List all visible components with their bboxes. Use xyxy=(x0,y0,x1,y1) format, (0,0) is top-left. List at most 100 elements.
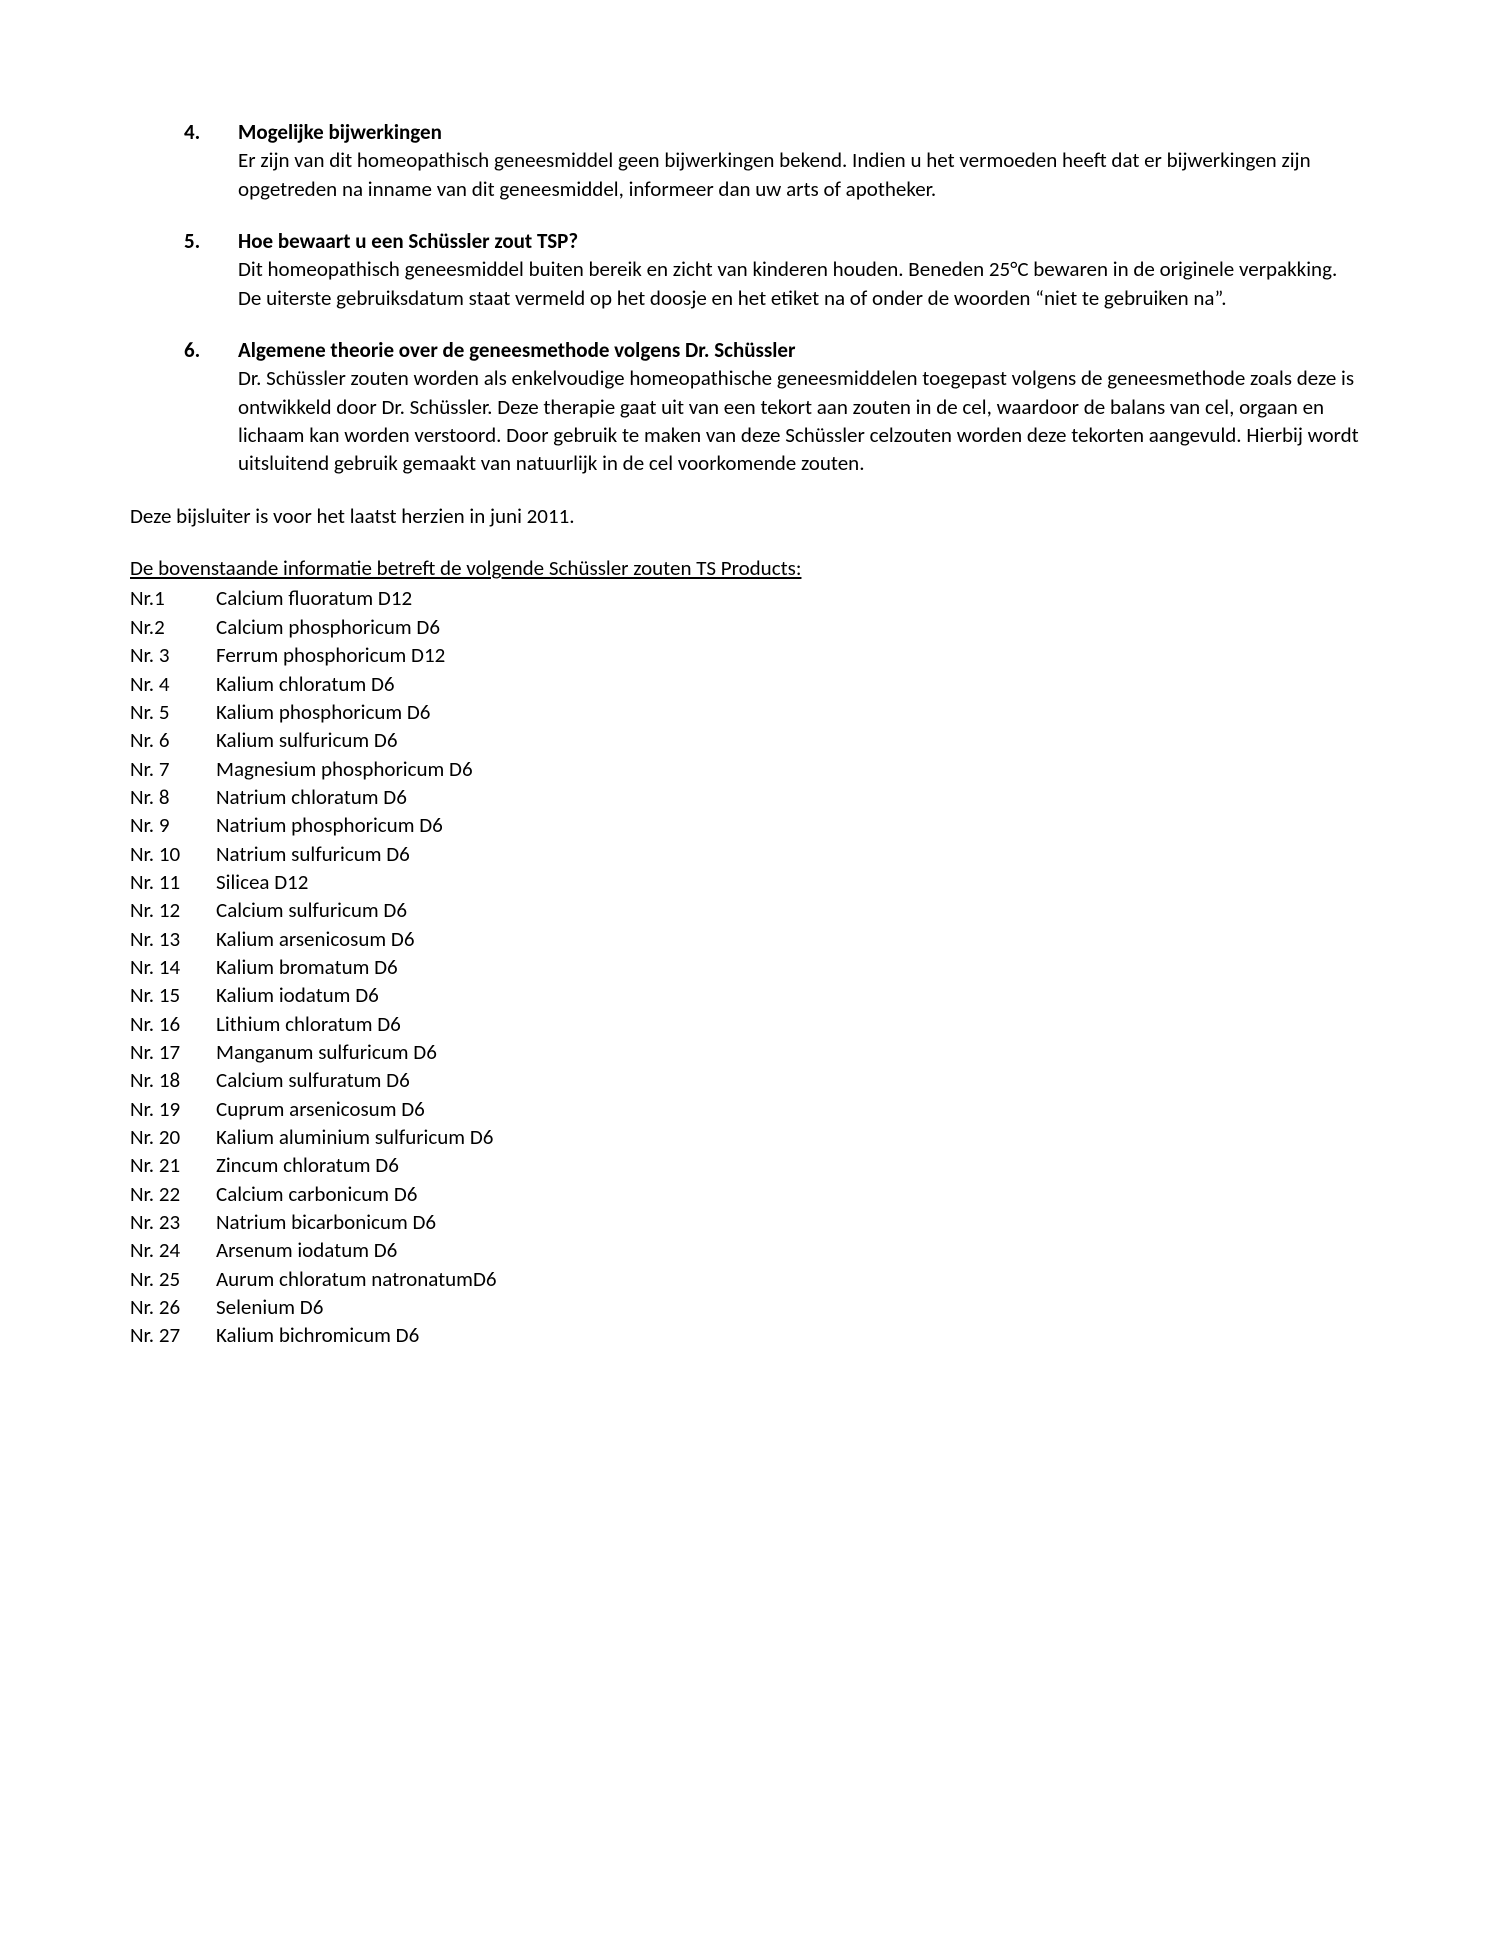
product-row: Nr. 8Natrium chloratum D6 xyxy=(130,783,1364,811)
product-number: Nr. 11 xyxy=(130,868,216,896)
product-name: Natrium chloratum D6 xyxy=(216,783,1364,811)
product-name: Calcium carbonicum D6 xyxy=(216,1180,1364,1208)
section-5-number: 5. xyxy=(184,227,238,255)
product-row: Nr. 20Kalium aluminium sulfuricum D6 xyxy=(130,1123,1364,1151)
product-name: Kalium chloratum D6 xyxy=(216,670,1364,698)
products-intro: De bovenstaande informatie betreft de vo… xyxy=(130,554,1364,582)
section-6-title: Algemene theorie over de geneesmethode v… xyxy=(238,337,795,363)
product-row: Nr. 25Aurum chloratum natronatumD6 xyxy=(130,1265,1364,1293)
section-6-number: 6. xyxy=(184,336,238,364)
product-name: Calcium fluoratum D12 xyxy=(216,584,1364,612)
product-name: Kalium phosphoricum D6 xyxy=(216,698,1364,726)
product-row: Nr. 7Magnesium phosphoricum D6 xyxy=(130,755,1364,783)
product-row: Nr. 24Arsenum iodatum D6 xyxy=(130,1236,1364,1264)
product-name: Arsenum iodatum D6 xyxy=(216,1236,1364,1264)
section-4-body: Er zijn van dit homeopathisch geneesmidd… xyxy=(238,146,1364,203)
product-row: Nr. 16Lithium chloratum D6 xyxy=(130,1010,1364,1038)
product-number: Nr. 12 xyxy=(130,896,216,924)
product-number: Nr. 5 xyxy=(130,698,216,726)
product-name: Kalium sulfuricum D6 xyxy=(216,726,1364,754)
product-name: Natrium phosphoricum D6 xyxy=(216,811,1364,839)
section-5-text: Dit homeopathisch geneesmiddel buiten be… xyxy=(238,255,1364,312)
section-4-text: Er zijn van dit homeopathisch geneesmidd… xyxy=(238,146,1364,203)
products-list: Nr.1Calcium fluoratum D12Nr.2Calcium pho… xyxy=(130,584,1364,1349)
product-row: Nr.2Calcium phosphoricum D6 xyxy=(130,613,1364,641)
revised-line: Deze bijsluiter is voor het laatst herzi… xyxy=(130,502,1364,530)
product-number: Nr. 21 xyxy=(130,1151,216,1179)
product-number: Nr. 10 xyxy=(130,840,216,868)
product-row: Nr. 5Kalium phosphoricum D6 xyxy=(130,698,1364,726)
product-row: Nr. 15Kalium iodatum D6 xyxy=(130,981,1364,1009)
product-number: Nr. 25 xyxy=(130,1265,216,1293)
product-row: Nr. 17Manganum sulfuricum D6 xyxy=(130,1038,1364,1066)
product-number: Nr. 19 xyxy=(130,1095,216,1123)
product-number: Nr. 9 xyxy=(130,811,216,839)
section-6-heading: 6.Algemene theorie over de geneesmethode… xyxy=(184,336,1364,364)
product-row: Nr. 13Kalium arsenicosum D6 xyxy=(130,925,1364,953)
product-row: Nr. 23Natrium bicarbonicum D6 xyxy=(130,1208,1364,1236)
product-name: Manganum sulfuricum D6 xyxy=(216,1038,1364,1066)
product-number: Nr. 18 xyxy=(130,1066,216,1094)
product-row: Nr. 3Ferrum phosphoricum D12 xyxy=(130,641,1364,669)
product-number: Nr. 23 xyxy=(130,1208,216,1236)
section-5-heading: 5.Hoe bewaart u een Schüssler zout TSP? xyxy=(184,227,1364,255)
product-name: Kalium bromatum D6 xyxy=(216,953,1364,981)
product-name: Ferrum phosphoricum D12 xyxy=(216,641,1364,669)
product-row: Nr. 26Selenium D6 xyxy=(130,1293,1364,1321)
product-number: Nr. 22 xyxy=(130,1180,216,1208)
product-number: Nr. 27 xyxy=(130,1321,216,1349)
product-row: Nr. 11Silicea D12 xyxy=(130,868,1364,896)
product-row: Nr. 14Kalium bromatum D6 xyxy=(130,953,1364,981)
product-number: Nr. 13 xyxy=(130,925,216,953)
product-name: Silicea D12 xyxy=(216,868,1364,896)
product-number: Nr.2 xyxy=(130,613,216,641)
section-6: 6.Algemene theorie over de geneesmethode… xyxy=(184,336,1364,478)
section-4-number: 4. xyxy=(184,118,238,146)
product-row: Nr. 22Calcium carbonicum D6 xyxy=(130,1180,1364,1208)
product-name: Selenium D6 xyxy=(216,1293,1364,1321)
product-name: Calcium sulfuratum D6 xyxy=(216,1066,1364,1094)
product-name: Zincum chloratum D6 xyxy=(216,1151,1364,1179)
product-number: Nr. 14 xyxy=(130,953,216,981)
product-number: Nr. 16 xyxy=(130,1010,216,1038)
product-number: Nr. 17 xyxy=(130,1038,216,1066)
product-number: Nr.1 xyxy=(130,584,216,612)
section-6-text: Dr. Schüssler zouten worden als enkelvou… xyxy=(238,364,1364,477)
product-row: Nr. 19Cuprum arsenicosum D6 xyxy=(130,1095,1364,1123)
section-4: 4.Mogelijke bijwerkingen Er zijn van dit… xyxy=(184,118,1364,203)
section-4-title: Mogelijke bijwerkingen xyxy=(238,119,442,145)
product-row: Nr. 12Calcium sulfuricum D6 xyxy=(130,896,1364,924)
product-name: Natrium sulfuricum D6 xyxy=(216,840,1364,868)
product-number: Nr. 6 xyxy=(130,726,216,754)
product-number: Nr. 24 xyxy=(130,1236,216,1264)
product-name: Lithium chloratum D6 xyxy=(216,1010,1364,1038)
product-number: Nr. 3 xyxy=(130,641,216,669)
product-name: Kalium arsenicosum D6 xyxy=(216,925,1364,953)
section-5-body: Dit homeopathisch geneesmiddel buiten be… xyxy=(238,255,1364,312)
section-5: 5.Hoe bewaart u een Schüssler zout TSP? … xyxy=(184,227,1364,312)
product-name: Kalium bichromicum D6 xyxy=(216,1321,1364,1349)
product-name: Magnesium phosphoricum D6 xyxy=(216,755,1364,783)
product-name: Kalium aluminium sulfuricum D6 xyxy=(216,1123,1364,1151)
product-row: Nr. 21Zincum chloratum D6 xyxy=(130,1151,1364,1179)
product-name: Aurum chloratum natronatumD6 xyxy=(216,1265,1364,1293)
product-row: Nr. 4Kalium chloratum D6 xyxy=(130,670,1364,698)
document-page: 4.Mogelijke bijwerkingen Er zijn van dit… xyxy=(0,0,1494,1933)
product-name: Natrium bicarbonicum D6 xyxy=(216,1208,1364,1236)
product-number: Nr. 20 xyxy=(130,1123,216,1151)
product-name: Calcium sulfuricum D6 xyxy=(216,896,1364,924)
product-name: Calcium phosphoricum D6 xyxy=(216,613,1364,641)
product-number: Nr. 8 xyxy=(130,783,216,811)
section-5-title: Hoe bewaart u een Schüssler zout TSP? xyxy=(238,228,578,254)
product-number: Nr. 4 xyxy=(130,670,216,698)
section-4-heading: 4.Mogelijke bijwerkingen xyxy=(184,118,1364,146)
product-row: Nr. 9Natrium phosphoricum D6 xyxy=(130,811,1364,839)
product-row: Nr. 27Kalium bichromicum D6 xyxy=(130,1321,1364,1349)
product-row: Nr. 18Calcium sulfuratum D6 xyxy=(130,1066,1364,1094)
product-row: Nr. 6Kalium sulfuricum D6 xyxy=(130,726,1364,754)
product-number: Nr. 7 xyxy=(130,755,216,783)
sections-container: 4.Mogelijke bijwerkingen Er zijn van dit… xyxy=(184,118,1364,478)
product-row: Nr. 10Natrium sulfuricum D6 xyxy=(130,840,1364,868)
product-name: Kalium iodatum D6 xyxy=(216,981,1364,1009)
product-name: Cuprum arsenicosum D6 xyxy=(216,1095,1364,1123)
